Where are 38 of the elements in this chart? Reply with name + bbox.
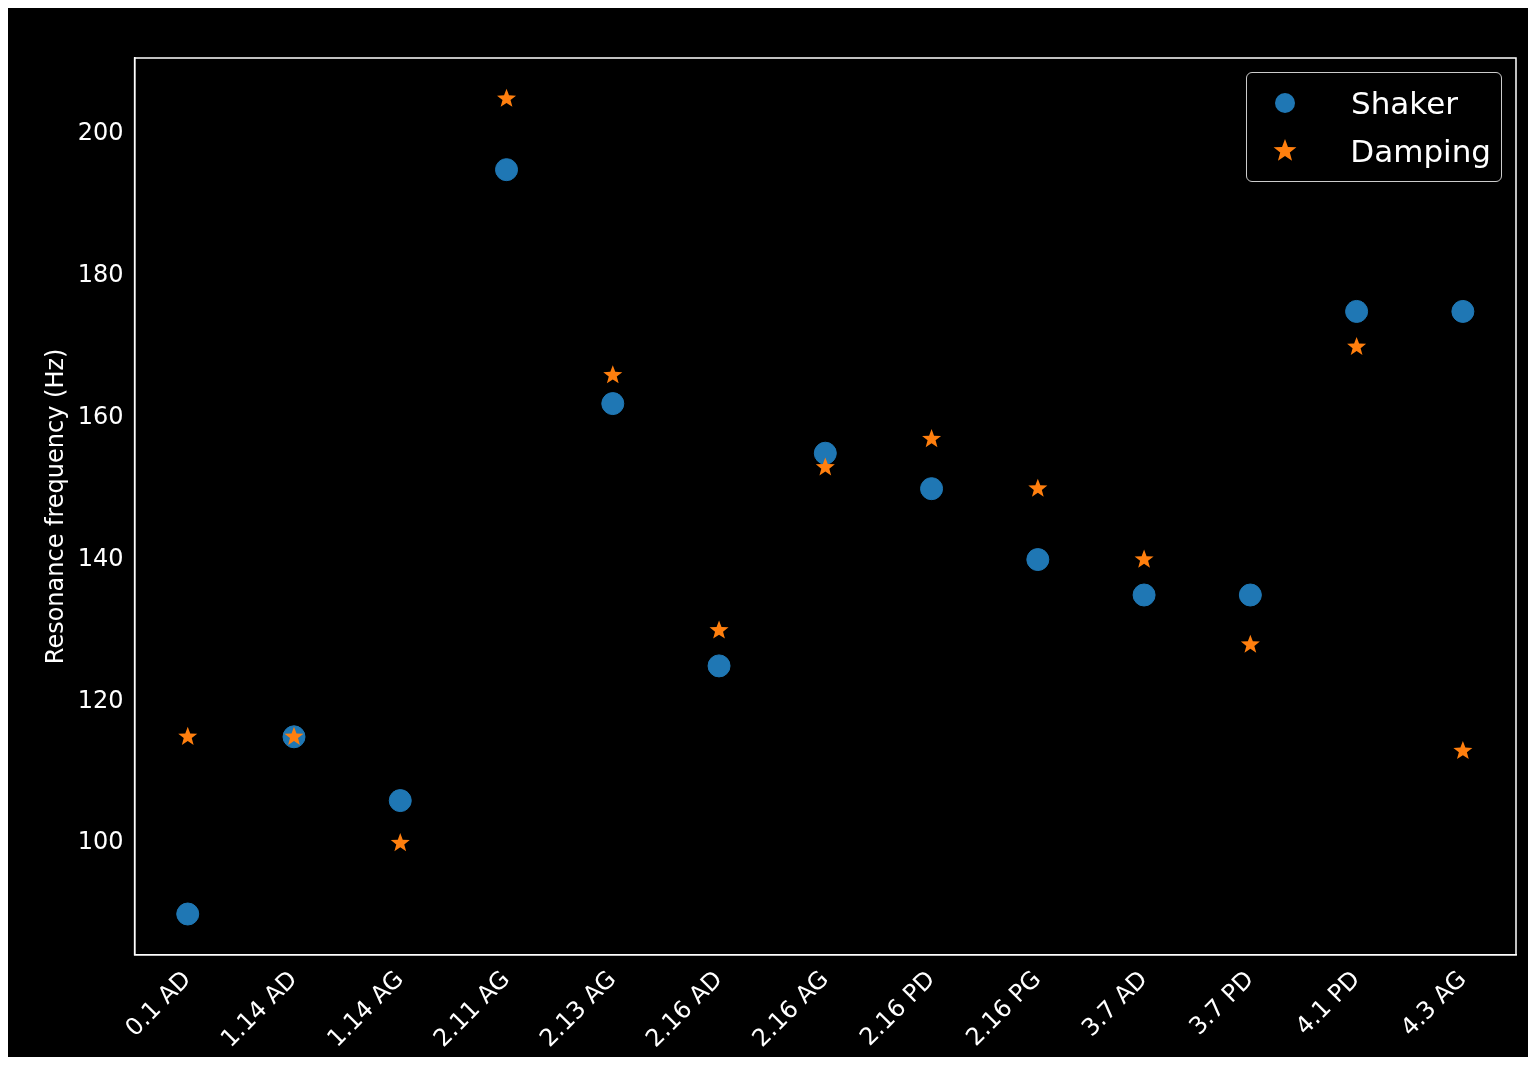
point (1347, 336, 1367, 355)
x-tick-label: 0.1 AD (119, 964, 197, 1042)
x-tick-label: 3.7 PD (1183, 964, 1259, 1041)
legend-label: Shaker (1351, 85, 1458, 121)
point (1132, 583, 1156, 607)
y-tick-label: 120 (77, 685, 124, 714)
y-axis-title: Resonance frequency (Hz) (40, 348, 69, 665)
y-tick-label: 100 (77, 827, 124, 856)
point (603, 365, 623, 384)
point (922, 429, 942, 448)
point (1238, 583, 1262, 607)
point (813, 441, 837, 465)
x-tick-label: 3.7 AD (1075, 964, 1153, 1042)
point (1453, 740, 1473, 760)
point (1240, 634, 1260, 653)
y-tick-label: 200 (77, 118, 124, 147)
point (495, 158, 519, 182)
point (601, 392, 625, 416)
point (709, 620, 729, 639)
y-tick-label: 140 (77, 543, 124, 572)
point (178, 726, 198, 745)
point (1345, 299, 1369, 323)
point (1026, 548, 1050, 572)
point (1451, 299, 1475, 323)
point (1028, 478, 1048, 497)
y-tick-label: 160 (77, 402, 124, 431)
x-tick-label: 4.1 PD (1289, 964, 1366, 1041)
point (1134, 549, 1154, 568)
y-tick-label: 180 (77, 260, 124, 289)
point (815, 457, 835, 476)
point (707, 654, 731, 678)
point (390, 833, 410, 852)
point (920, 477, 944, 501)
point (388, 789, 412, 813)
point (176, 902, 200, 926)
point (497, 88, 517, 107)
legend-label: Damping (1350, 133, 1491, 169)
x-tick-label: 4.3 AG (1394, 964, 1472, 1042)
